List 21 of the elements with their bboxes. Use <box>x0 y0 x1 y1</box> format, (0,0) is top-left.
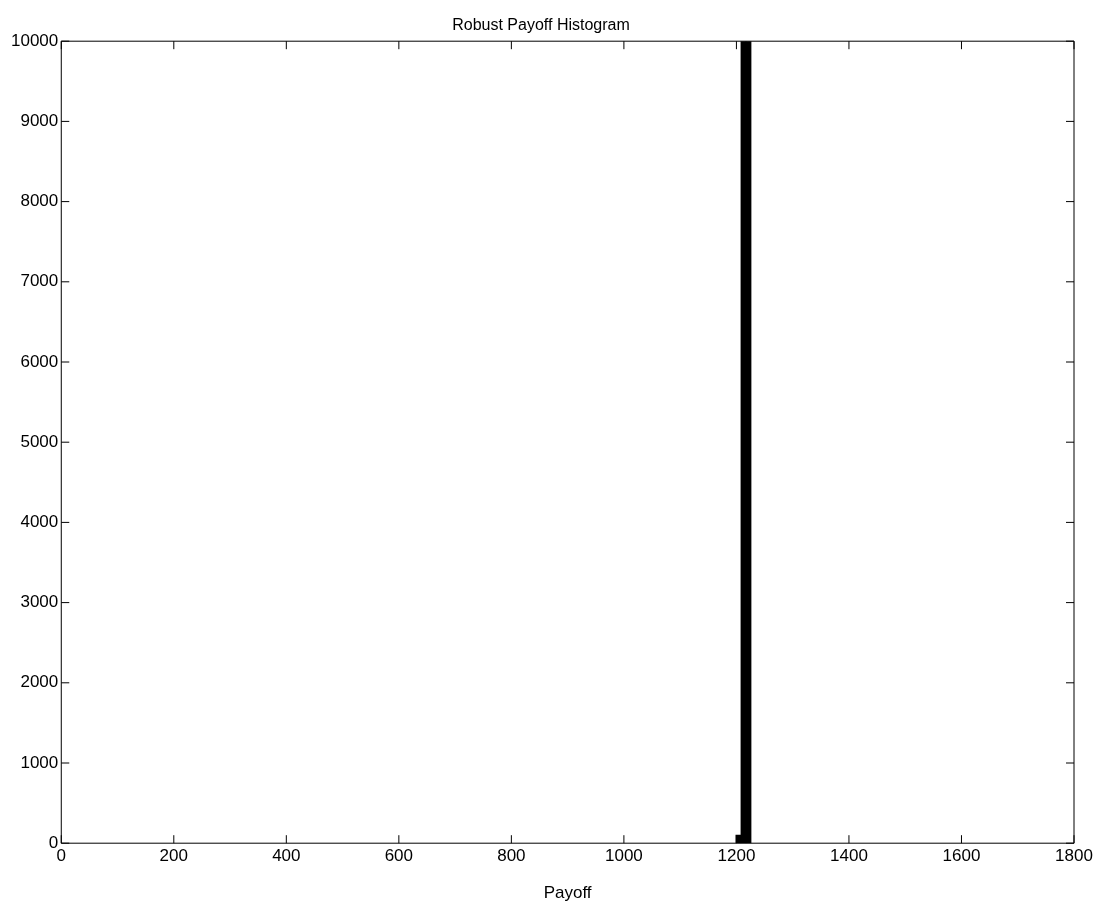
x-tick-label: 400 <box>272 846 301 866</box>
x-tick-label: 1600 <box>942 846 981 866</box>
y-tick-label: 7000 <box>20 271 59 291</box>
y-tick-label: 4000 <box>20 512 59 532</box>
x-tick-label: 800 <box>497 846 526 866</box>
x-tick-label: 1400 <box>830 846 868 866</box>
y-tick-label: 6000 <box>20 351 59 371</box>
x-tick-label: 1200 <box>717 846 756 866</box>
y-tick-label: 5000 <box>20 431 59 451</box>
y-tick-label: 8000 <box>20 191 59 211</box>
y-tick-label: 9000 <box>20 111 59 131</box>
chart-title: Robust Payoff Histogram <box>452 16 630 34</box>
x-axis-title: Payoff <box>543 883 592 903</box>
y-tick-label: 10000 <box>10 30 59 50</box>
x-tick-label: 1000 <box>604 846 643 866</box>
y-tick-label: 3000 <box>20 592 59 612</box>
x-tick-label: 200 <box>159 846 188 866</box>
x-tick-label: 600 <box>384 846 414 866</box>
y-tick-label: 2000 <box>20 672 59 692</box>
y-tick-label: 1000 <box>20 752 59 772</box>
x-tick-label: 1800 <box>1055 846 1093 866</box>
